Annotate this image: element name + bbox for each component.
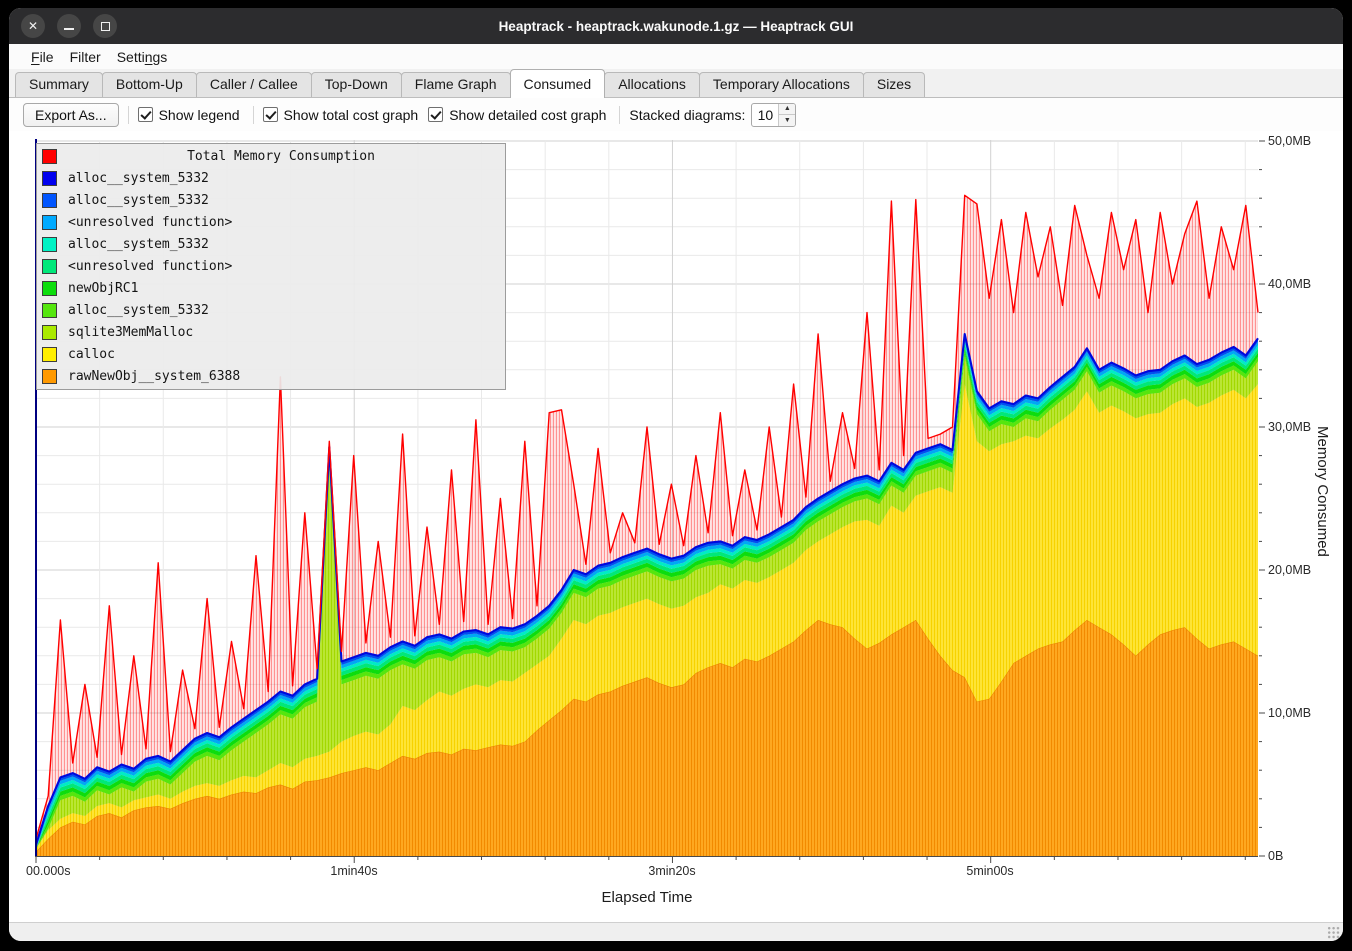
tab-flame-graph[interactable]: Flame Graph — [401, 72, 511, 97]
tab-bottom-up[interactable]: Bottom-Up — [102, 72, 197, 97]
legend-item: alloc__system_5332 — [37, 168, 505, 190]
close-button[interactable]: ✕ — [21, 14, 45, 38]
toolbar-separator — [619, 106, 620, 124]
spin-down-button[interactable]: ▼ — [779, 114, 795, 126]
tab-bar: Summary Bottom-Up Caller / Callee Top-Do… — [9, 69, 1343, 98]
checkbox-label: Show detailed cost graph — [449, 107, 606, 123]
menu-item-filter[interactable]: Filter — [62, 47, 109, 67]
y-tick-label: 10,0MB — [1268, 706, 1330, 720]
app-window: ✕ Heaptrack - heaptrack.wakunode.1.gz — … — [9, 8, 1343, 941]
tab-temporary-allocations[interactable]: Temporary Allocations — [699, 72, 864, 97]
menu-bar: File Filter Settings — [9, 44, 1343, 69]
x-axis-title: Elapsed Time — [36, 889, 1258, 906]
legend-swatch-icon — [42, 193, 57, 208]
spin-up-button[interactable]: ▲ — [779, 104, 795, 115]
minimize-icon — [64, 28, 74, 30]
toolbar: Export As... Show legend Show total cost… — [9, 98, 1343, 131]
legend-title-row: Total Memory Consumption — [37, 146, 505, 168]
legend-swatch-icon — [42, 237, 57, 252]
legend-item: sqlite3MemMalloc — [37, 321, 505, 343]
legend-swatch-icon — [42, 281, 57, 296]
checkbox-show-detailed-cost-graph[interactable]: Show detailed cost graph — [428, 107, 606, 123]
legend-label: <unresolved function> — [68, 259, 232, 274]
stacked-diagrams-spinbox[interactable]: 10 ▲ ▼ — [751, 103, 796, 127]
title-bar[interactable]: ✕ Heaptrack - heaptrack.wakunode.1.gz — … — [9, 8, 1343, 44]
legend-label: alloc__system_5332 — [68, 193, 209, 208]
legend-item: rawNewObj__system_6388 — [37, 365, 505, 387]
legend-item: <unresolved function> — [37, 256, 505, 278]
tab-caller-callee[interactable]: Caller / Callee — [196, 72, 312, 97]
tab-top-down[interactable]: Top-Down — [311, 72, 402, 97]
legend-swatch-icon — [42, 369, 57, 384]
legend-swatch-icon — [42, 303, 57, 318]
x-tick-label: 3min20s — [627, 864, 717, 878]
legend-swatch-icon — [42, 149, 57, 164]
toolbar-separator — [253, 106, 254, 124]
legend-item: newObjRC1 — [37, 277, 505, 299]
stacked-diagrams-control: Stacked diagrams: 10 ▲ ▼ — [629, 103, 796, 127]
menu-item-file[interactable]: File — [23, 47, 62, 67]
legend-swatch-icon — [42, 215, 57, 230]
checkbox-label: Show total cost graph — [284, 107, 419, 123]
resize-grip-icon[interactable] — [1327, 926, 1340, 939]
stacked-diagrams-label: Stacked diagrams: — [629, 107, 745, 123]
y-axis-title: Memory Consumed — [1314, 426, 1331, 557]
tab-consumed[interactable]: Consumed — [510, 69, 606, 98]
tab-sizes[interactable]: Sizes — [863, 72, 925, 97]
legend-item: alloc__system_5332 — [37, 234, 505, 256]
consumed-chart: Total Memory Consumption alloc__system_53… — [9, 131, 1343, 922]
legend-label: calloc — [68, 347, 115, 362]
checkbox-show-total-cost-graph[interactable]: Show total cost graph — [263, 107, 419, 123]
legend-label: alloc__system_5332 — [68, 237, 209, 252]
legend-label: sqlite3MemMalloc — [68, 325, 193, 340]
legend-swatch-icon — [42, 347, 57, 362]
legend-label: newObjRC1 — [68, 281, 138, 296]
legend-item: <unresolved function> — [37, 212, 505, 234]
tab-allocations[interactable]: Allocations — [604, 72, 700, 97]
spinbox-value[interactable]: 10 — [752, 104, 778, 126]
checkbox-label: Show legend — [159, 107, 240, 123]
close-icon: ✕ — [28, 19, 38, 33]
y-tick-label: 20,0MB — [1268, 563, 1330, 577]
checkbox-icon[interactable] — [428, 107, 443, 122]
legend-label: <unresolved function> — [68, 215, 232, 230]
x-tick-label: 5min00s — [945, 864, 1035, 878]
checkbox-icon[interactable] — [138, 107, 153, 122]
legend-swatch-icon — [42, 325, 57, 340]
legend-label: alloc__system_5332 — [68, 171, 209, 186]
checkbox-icon[interactable] — [263, 107, 278, 122]
legend-item: alloc__system_5332 — [37, 190, 505, 212]
legend-item: alloc__system_5332 — [37, 299, 505, 321]
toolbar-separator — [128, 106, 129, 124]
status-bar — [9, 922, 1343, 941]
x-tick-label: 1min40s — [309, 864, 399, 878]
x-tick-label: 00.000s — [26, 864, 106, 878]
y-tick-label: 0B — [1268, 849, 1330, 863]
chart-legend: Total Memory Consumption alloc__system_53… — [36, 143, 506, 390]
export-as-button[interactable]: Export As... — [23, 103, 119, 127]
legend-label: Total Memory Consumption — [57, 149, 505, 164]
minimize-button[interactable] — [57, 14, 81, 38]
checkbox-show-legend[interactable]: Show legend — [138, 107, 240, 123]
maximize-button[interactable] — [93, 14, 117, 38]
menu-item-settings[interactable]: Settings — [109, 47, 176, 67]
y-tick-label: 40,0MB — [1268, 277, 1330, 291]
window-title: Heaptrack - heaptrack.wakunode.1.gz — He… — [9, 19, 1343, 34]
legend-item: calloc — [37, 343, 505, 365]
legend-label: rawNewObj__system_6388 — [68, 369, 240, 384]
legend-label: alloc__system_5332 — [68, 303, 209, 318]
maximize-icon — [101, 22, 110, 31]
legend-swatch-icon — [42, 259, 57, 274]
tab-summary[interactable]: Summary — [15, 72, 103, 97]
legend-swatch-icon — [42, 171, 57, 186]
y-tick-label: 50,0MB — [1268, 134, 1330, 148]
